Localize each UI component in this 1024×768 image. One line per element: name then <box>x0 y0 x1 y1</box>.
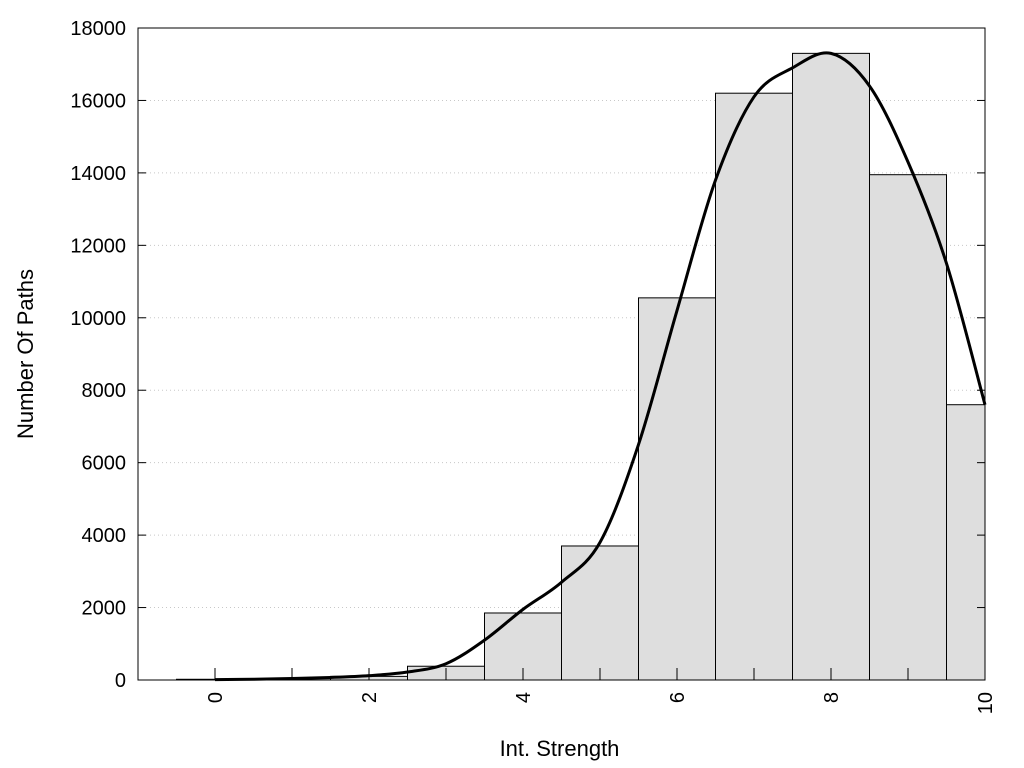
y-tick-label: 14000 <box>70 163 126 185</box>
x-tick-label: 8 <box>821 692 843 703</box>
y-tick-label: 18000 <box>70 18 126 40</box>
y-tick-label: 2000 <box>82 598 127 620</box>
y-axis-ticks: 0 2000 4000 6000 8000 10000 12000 14000 16000 180… <box>70 18 985 692</box>
x-tick-label: 10 <box>975 692 997 714</box>
histogram-bar <box>715 92 793 681</box>
y-tick-label: 4000 <box>82 525 127 547</box>
y-tick-label: 8000 <box>82 380 127 402</box>
bars <box>176 52 986 681</box>
x-tick-label: 4 <box>513 692 535 703</box>
y-tick-label: 12000 <box>70 235 126 257</box>
histogram-bar <box>561 545 639 681</box>
x-tick-label: 0 <box>205 692 227 703</box>
histogram-bar <box>946 404 986 681</box>
y-tick-label: 0 <box>115 670 126 692</box>
x-axis-ticks: 0 2 4 6 8 10 <box>205 668 997 714</box>
y-tick-label: 10000 <box>70 308 126 330</box>
y-tick-label: 16000 <box>70 90 126 112</box>
histogram-bar <box>869 174 947 681</box>
x-tick-label: 6 <box>667 692 689 703</box>
curve-line <box>214 51 987 682</box>
histogram-bar <box>638 297 716 681</box>
density-curve <box>214 51 987 682</box>
x-axis-label: Int. Strength <box>500 736 620 761</box>
histogram-bar <box>792 52 870 681</box>
y-tick-label: 6000 <box>82 453 127 475</box>
x-tick-label: 2 <box>359 692 381 703</box>
plot-frame <box>137 27 986 681</box>
y-axis-label: Number Of Paths <box>13 269 38 439</box>
